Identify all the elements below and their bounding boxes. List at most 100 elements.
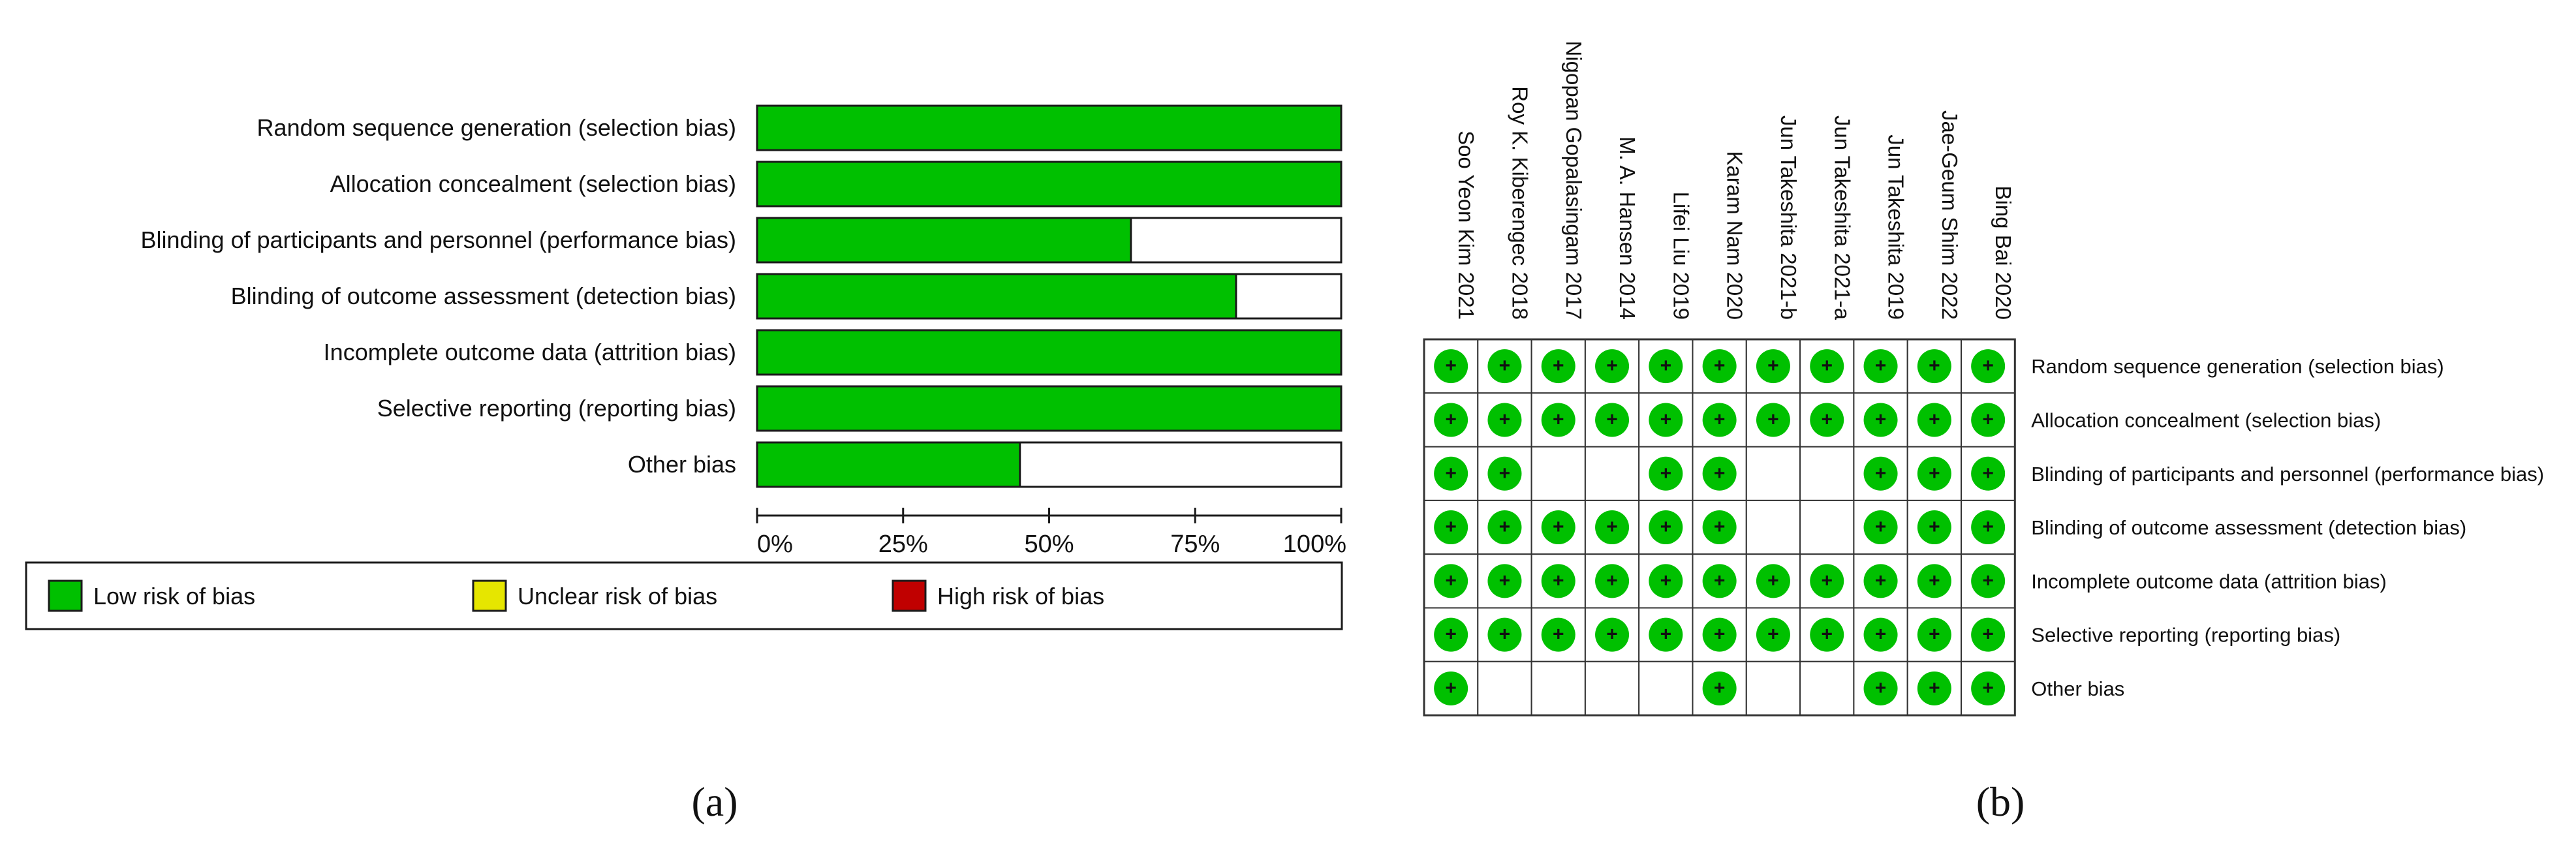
low-risk-symbol: + — [1714, 355, 1726, 377]
grid-cell — [1906, 607, 1962, 662]
bar-category-label: Allocation concealment (selection bias) — [330, 170, 736, 197]
low-risk-symbol: + — [1445, 409, 1457, 430]
bar-segment — [756, 441, 1021, 488]
domain-row-label: Blinding of participants and personnel (… — [2031, 463, 2544, 486]
study-header-label: Roy K. Kiberengec 2018 — [1508, 86, 1532, 320]
low-risk-dot — [1487, 564, 1522, 598]
low-risk-symbol: + — [1982, 409, 1994, 430]
low-risk-symbol: + — [1982, 570, 1994, 591]
low-risk-symbol: + — [1982, 463, 1994, 484]
low-risk-dot — [1434, 349, 1468, 384]
low-risk-dot — [1702, 403, 1737, 437]
bar-category-label: Other bias — [628, 451, 736, 478]
study-header-label: Lifei Liu 2019 — [1669, 192, 1693, 320]
grid-cell — [1584, 446, 1640, 501]
grid-border — [1423, 338, 2016, 717]
low-risk-dot — [1595, 349, 1630, 384]
low-risk-symbol: + — [1499, 624, 1511, 645]
low-risk-dot — [1863, 617, 1898, 652]
study-header-label: Jun Takeshita 2021-a — [1830, 116, 1854, 320]
low-risk-dot — [1971, 510, 2006, 545]
low-risk-symbol: + — [1821, 570, 1833, 591]
study-header-label: Jun Takeshita 2019 — [1884, 134, 1908, 320]
low-risk-dot — [1971, 617, 2006, 652]
grid-cell — [1799, 446, 1855, 501]
low-risk-dot — [1756, 564, 1790, 598]
low-risk-dot — [1487, 403, 1522, 437]
low-risk-symbol: + — [1982, 355, 1994, 377]
low-risk-dot — [1863, 564, 1898, 598]
low-risk-dot — [1702, 510, 1737, 545]
low-risk-symbol: + — [1714, 409, 1726, 430]
grid-cell — [1745, 499, 1801, 555]
low-risk-dot — [1863, 349, 1898, 384]
low-risk-symbol: + — [1660, 355, 1672, 377]
grid-cell — [1638, 607, 1694, 662]
bar-segment — [756, 273, 1237, 320]
x-tick-label: 75% — [1170, 531, 1220, 558]
low-risk-dot — [1649, 349, 1683, 384]
low-risk-dot — [1541, 403, 1575, 437]
panel-label-b: (b) — [1976, 779, 2025, 825]
low-risk-symbol: + — [1445, 355, 1457, 377]
bar-category-label: Blinding of participants and personnel (… — [140, 226, 736, 253]
x-tick-label: 100% — [1283, 531, 1346, 558]
low-risk-symbol: + — [1714, 463, 1726, 484]
low-risk-symbol: + — [1929, 570, 1940, 591]
low-risk-symbol: + — [1929, 463, 1940, 484]
low-risk-symbol: + — [1660, 463, 1672, 484]
low-risk-symbol: + — [1929, 624, 1940, 645]
low-risk-symbol: + — [1660, 570, 1672, 591]
low-risk-symbol: + — [1821, 624, 1833, 645]
low-risk-symbol: + — [1660, 516, 1672, 538]
low-risk-symbol: + — [1767, 409, 1779, 430]
low-risk-symbol: + — [1553, 570, 1564, 591]
study-header-label: M. A. Hansen 2014 — [1615, 136, 1639, 320]
domain-row-label: Incomplete outcome data (attrition bias) — [2031, 570, 2387, 593]
low-risk-dot — [1595, 510, 1630, 545]
low-risk-symbol: + — [1982, 516, 1994, 538]
low-risk-symbol: + — [1929, 677, 1940, 699]
low-risk-symbol: + — [1714, 516, 1726, 538]
low-risk-symbol: + — [1714, 624, 1726, 645]
low-risk-symbol: + — [1929, 355, 1940, 377]
low-risk-dot — [1863, 510, 1898, 545]
bar-category-label: Blinding of outcome assessment (detectio… — [231, 283, 736, 309]
low-risk-symbol: + — [1606, 624, 1618, 645]
legend-label: Low risk of bias — [93, 583, 255, 610]
grid-cell — [1477, 660, 1532, 717]
low-risk-dot — [1649, 403, 1683, 437]
low-risk-symbol: + — [1660, 409, 1672, 430]
low-risk-dot — [1702, 349, 1737, 384]
legend-label: High risk of bias — [937, 583, 1104, 610]
grid-cell — [1799, 660, 1855, 717]
low-risk-dot — [1971, 349, 2006, 384]
low-risk-symbol: + — [1606, 570, 1618, 591]
low-risk-dot — [1434, 671, 1468, 705]
low-risk-dot — [1863, 456, 1898, 491]
low-risk-symbol: + — [1606, 409, 1618, 430]
bar-category-label: Random sequence generation (selection bi… — [257, 114, 736, 141]
low-risk-symbol: + — [1982, 677, 1994, 699]
low-risk-dot — [1595, 617, 1630, 652]
low-risk-dot — [1702, 456, 1737, 491]
low-risk-dot — [1595, 564, 1630, 598]
low-risk-symbol: + — [1714, 677, 1726, 699]
low-risk-dot — [1702, 671, 1737, 705]
legend-swatch — [892, 579, 927, 612]
x-tick-label: 0% — [757, 531, 793, 558]
low-risk-symbol: + — [1875, 355, 1887, 377]
low-risk-symbol: + — [1499, 409, 1511, 430]
bar-segment — [756, 104, 1342, 151]
study-header-label: Bing Bai 2020 — [1991, 186, 2015, 320]
low-risk-symbol: + — [1767, 355, 1779, 377]
low-risk-dot — [1917, 456, 1951, 491]
low-risk-symbol: + — [1499, 570, 1511, 591]
low-risk-symbol: + — [1553, 355, 1564, 377]
grid-cell — [1638, 660, 1694, 717]
low-risk-dot — [1434, 403, 1468, 437]
low-risk-dot — [1434, 510, 1468, 545]
low-risk-dot — [1917, 617, 1951, 652]
low-risk-dot — [1649, 456, 1683, 491]
